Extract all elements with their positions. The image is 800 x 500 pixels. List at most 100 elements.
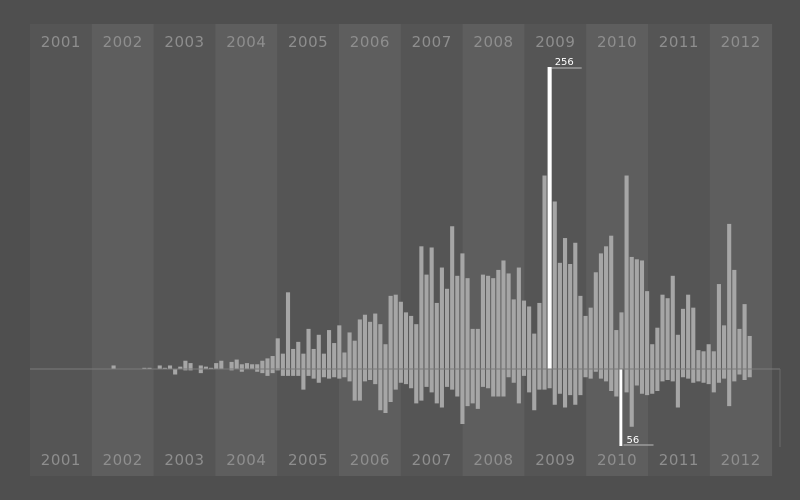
down-bar: [183, 369, 188, 371]
up-bar: [660, 294, 665, 369]
up-bar: [296, 341, 301, 369]
up-bar: [373, 313, 378, 369]
up-bar: [178, 366, 183, 369]
down-bar: [352, 369, 357, 401]
year-band-2011: [648, 24, 711, 476]
up-bar: [280, 353, 285, 369]
up-bar: [270, 356, 275, 369]
up-bar: [614, 330, 619, 369]
up-peak-value-label: 256: [555, 57, 574, 68]
down-bar: [604, 369, 609, 382]
up-bar: [680, 308, 686, 369]
up-bar: [167, 365, 173, 369]
down-bar: [373, 369, 378, 385]
year-label-top-2002: 2002: [103, 33, 143, 51]
up-bar: [368, 321, 373, 369]
down-bar: [747, 369, 752, 378]
up-bar: [470, 328, 475, 369]
down-bar: [660, 369, 665, 382]
down-bar: [475, 369, 480, 409]
year-label-top-2011: 2011: [659, 33, 699, 51]
up-bar: [609, 235, 614, 369]
down-bar: [598, 369, 603, 379]
down-bar: [701, 369, 706, 383]
up-bar: [742, 304, 747, 369]
up-bar: [568, 264, 573, 369]
year-band-2008: [462, 24, 525, 476]
up-bar: [183, 360, 188, 369]
up-bar: [424, 274, 429, 369]
up-bar: [557, 262, 562, 369]
down-bar: [198, 369, 203, 374]
down-bar: [670, 369, 675, 382]
down-bar: [675, 369, 680, 408]
down-bar: [429, 369, 434, 393]
up-bar: [506, 273, 511, 369]
down-bar: [655, 369, 660, 391]
up-bar: [414, 324, 419, 369]
up-bar: [301, 353, 306, 369]
down-bar: [706, 369, 711, 385]
down-bar: [342, 369, 347, 378]
up-bar: [593, 272, 598, 369]
down-peak-value-label: 56: [627, 435, 640, 446]
down-bar: [650, 369, 655, 394]
down-bar: [639, 369, 645, 394]
year-label-bottom-2001: 2001: [41, 451, 81, 469]
down-bar: [486, 369, 491, 389]
down-bar: [239, 369, 244, 372]
up-bar: [275, 338, 280, 369]
up-bar: [460, 253, 465, 369]
down-bar: [291, 369, 296, 376]
up-bar: [362, 314, 368, 369]
down-bar: [229, 369, 234, 371]
year-label-bottom-2010: 2010: [597, 451, 637, 469]
year-label-top-2012: 2012: [721, 33, 761, 51]
year-label-bottom-2012: 2012: [721, 451, 761, 469]
down-bar: [645, 369, 650, 396]
down-bar: [686, 369, 691, 379]
up-bar: [511, 299, 516, 369]
year-label-top-2006: 2006: [350, 33, 390, 51]
up-bar: [486, 275, 491, 369]
up-bar: [527, 306, 532, 369]
up-bar: [260, 360, 265, 369]
up-bar: [357, 319, 362, 369]
up-bar: [722, 325, 727, 369]
up-bar: [639, 260, 645, 369]
up-bar: [455, 275, 460, 369]
up-bar: [157, 365, 162, 369]
up-bar: [650, 344, 655, 369]
up-bar: [701, 351, 706, 369]
up-bar: [239, 364, 244, 369]
down-bar: [398, 369, 403, 383]
down-bar: [593, 369, 598, 372]
down-bar: [629, 369, 634, 427]
down-bar: [270, 369, 275, 374]
down-bar: [368, 369, 373, 380]
up-bar: [255, 364, 260, 369]
up-bar: [142, 367, 147, 369]
up-bar: [732, 269, 737, 369]
up-bar: [398, 301, 403, 369]
down-bar: [511, 369, 516, 383]
up-bar: [578, 295, 583, 369]
up-bar: [383, 344, 388, 369]
down-bar: [260, 369, 265, 374]
up-bar: [537, 302, 542, 369]
up-bar: [675, 334, 680, 369]
up-bar: [562, 238, 568, 369]
down-bar: [691, 369, 696, 383]
year-label-top-2005: 2005: [288, 33, 328, 51]
down-bar: [521, 369, 527, 376]
down-bar: [275, 369, 280, 371]
up-bar: [670, 275, 675, 369]
up-bar: [573, 242, 578, 369]
down-bar: [578, 369, 583, 396]
up-bar: [686, 294, 691, 369]
down-bar: [680, 369, 686, 378]
down-bar: [301, 369, 306, 390]
up-bar: [624, 175, 629, 369]
down-bar: [285, 369, 291, 376]
